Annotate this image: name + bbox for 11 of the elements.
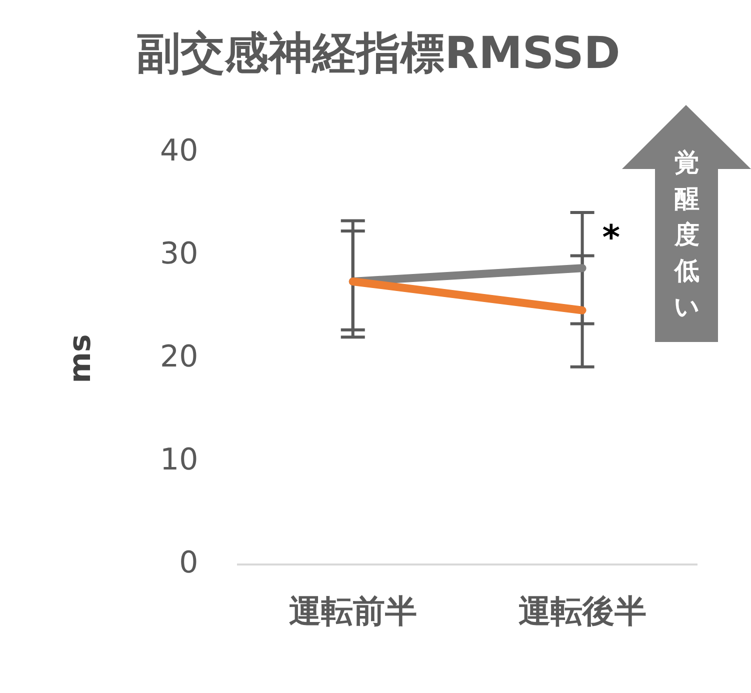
- y-tick-label: 30: [160, 236, 198, 272]
- x-tick-label: 運転前半: [288, 592, 417, 630]
- x-tick-label: 運転後半: [518, 592, 646, 630]
- y-axis-title: ms: [62, 334, 98, 384]
- y-tick-label: 10: [160, 442, 198, 478]
- annotation: *: [602, 218, 620, 258]
- annotation: 覚醒度低い: [674, 147, 700, 323]
- y-tick-label: 40: [160, 134, 198, 169]
- chart-title: 副交感神経指標RMSSD: [136, 28, 620, 79]
- y-tick-label: 0: [179, 545, 198, 580]
- y-tick-label: 20: [160, 339, 198, 374]
